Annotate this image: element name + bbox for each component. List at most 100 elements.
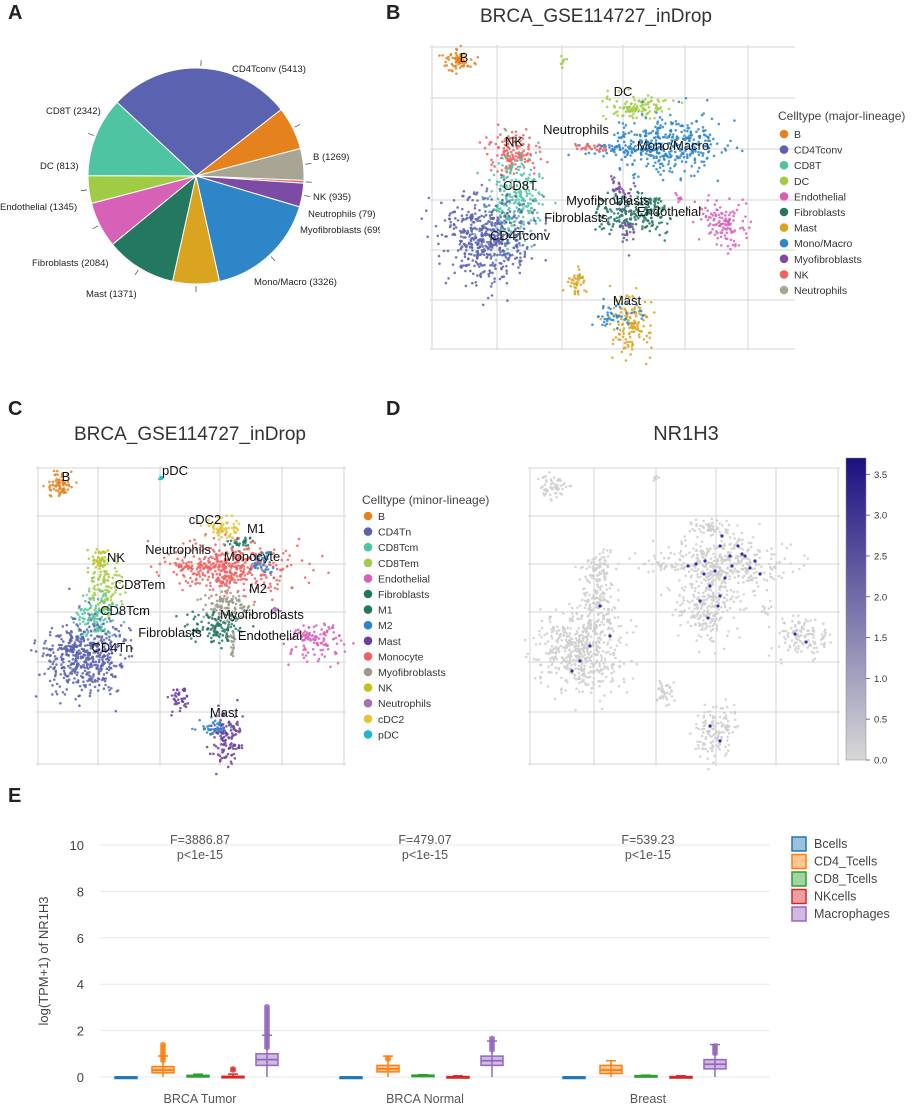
panel-letter-a: A xyxy=(8,2,23,24)
cluster-label: Mast xyxy=(210,705,239,720)
legend-label: CD4Tn xyxy=(378,527,411,539)
cluster-label: Myofibroblasts xyxy=(220,607,304,622)
x-tick-label: BRCA Tumor xyxy=(164,1092,237,1106)
legend-marker xyxy=(363,698,373,708)
box-bcells-0 xyxy=(114,1076,138,1080)
colorbar-tick: 0.0 xyxy=(874,756,887,767)
panel-letter-d: D xyxy=(386,398,401,420)
legend-marker xyxy=(779,238,789,248)
legend-marker xyxy=(779,129,789,139)
stat-f-label: F=539.23 xyxy=(621,833,674,847)
cluster-label: CD8Tcm xyxy=(100,603,150,618)
legend-marker xyxy=(779,207,789,217)
legend-b-title: Celltype (major-lineage) xyxy=(778,109,905,123)
pie-leader-line xyxy=(87,132,94,136)
legend-swatch xyxy=(791,888,807,905)
legend-marker xyxy=(363,511,373,521)
legend-label: Macrophages xyxy=(814,907,890,921)
umap-minor-lineage: BRCA_GSE114727_inDrop Celltype (minor-li… xyxy=(29,424,489,776)
legend-b: B CD4Tconv CD8T DC Endothelial Fibroblasts Mas… xyxy=(779,129,862,297)
umap-c-points xyxy=(29,469,355,776)
colorbar-tick: 1.0 xyxy=(874,674,887,685)
box-macrophages-2 xyxy=(703,1043,727,1077)
cluster-label: CD4Tconv xyxy=(490,228,550,243)
legend-label: M1 xyxy=(378,605,393,617)
box-macrophages-1 xyxy=(480,1035,504,1077)
pie-leader-line xyxy=(92,225,99,230)
y-tick-label: 10 xyxy=(70,838,84,853)
cluster-label: Neutrophils xyxy=(543,122,609,137)
cluster-label: pDC xyxy=(162,463,188,478)
legend-label: CD8_Tcells xyxy=(814,872,877,886)
box-bcells-1 xyxy=(339,1076,363,1080)
stat-p-label: p<1e-15 xyxy=(177,848,223,862)
box-nkcells-0 xyxy=(221,1066,245,1079)
legend-label: CD4_Tcells xyxy=(814,855,877,869)
umap-d-grid xyxy=(528,467,840,766)
legend-marker xyxy=(363,652,373,661)
legend-label: B xyxy=(378,511,385,523)
legend-marker xyxy=(363,542,373,552)
cluster-label: Monocyte xyxy=(224,549,280,564)
colorbar-tick: 1.5 xyxy=(874,633,887,644)
cluster-label: Mast xyxy=(613,293,642,308)
legend-label: NK xyxy=(794,269,809,281)
legend-label: CD8T xyxy=(794,160,822,172)
stat-p-label: p<1e-15 xyxy=(625,848,671,862)
legend-marker xyxy=(363,636,373,646)
cluster-label: Myofibroblasts xyxy=(566,193,650,208)
legend-label: CD8Tcm xyxy=(378,542,419,554)
x-tick-label: BRCA Normal xyxy=(386,1092,464,1106)
legend-label: Bcells xyxy=(814,837,847,851)
legend-label: Fibroblasts xyxy=(378,589,429,601)
legend-label: cDC2 xyxy=(378,714,404,726)
legend-swatch xyxy=(791,853,807,870)
y-tick-label: 6 xyxy=(77,931,84,946)
legend-swatch xyxy=(791,906,807,922)
legend-label: CD4Tconv xyxy=(794,145,843,157)
legend-label: Fibroblasts xyxy=(794,207,845,219)
legend-label: DC xyxy=(794,176,810,188)
legend-marker xyxy=(363,714,373,724)
pie-label: CD4Tconv (5413) xyxy=(232,64,306,75)
y-tick-label: 0 xyxy=(77,1070,84,1085)
cluster-label: Endothelial xyxy=(637,204,701,219)
cluster-label: CD8T xyxy=(503,178,537,193)
legend-marker xyxy=(779,192,789,201)
legend-label: M2 xyxy=(378,620,393,632)
cluster-label: M1 xyxy=(247,521,265,536)
legend-marker xyxy=(779,270,789,279)
pie-label: NK (935) xyxy=(313,192,351,203)
legend-label: Neutrophils xyxy=(378,698,431,710)
cluster-label: Mono/Macro xyxy=(637,138,709,153)
legend-label: Mast xyxy=(794,223,817,235)
pie-leader-line xyxy=(270,256,276,262)
umap-nr1h3-expression: NR1H3 0.0 0.5 1.0 1.5 2.0 2.5 3.0 3.5 xyxy=(523,423,887,771)
pie-leader-line xyxy=(304,195,311,197)
cluster-label: Fibroblasts xyxy=(544,210,608,225)
legend-marker xyxy=(779,160,789,170)
legend-marker xyxy=(363,620,373,630)
legend-label: Neutrophils xyxy=(794,285,847,297)
pie-leader-line xyxy=(305,163,312,165)
box-cd8_tcells-1 xyxy=(411,1073,435,1078)
pie-leader-line xyxy=(134,269,139,275)
pie-leader-line xyxy=(294,124,301,128)
cluster-label: B xyxy=(460,50,469,65)
box-cd4_tcells-2 xyxy=(599,1060,623,1077)
stat-f-label: F=3886.87 xyxy=(170,833,230,847)
x-tick-label: Breast xyxy=(630,1092,667,1106)
box-cd8_tcells-2 xyxy=(634,1074,658,1078)
legend-label: Mast xyxy=(378,636,401,648)
cluster-label: M2 xyxy=(249,581,267,596)
pie-label: Mast (1371) xyxy=(86,289,137,300)
legend-label: Mono/Macro xyxy=(794,238,853,250)
legend-marker xyxy=(363,527,373,536)
umap-b-points xyxy=(420,44,753,366)
cluster-label: CD4Tn xyxy=(91,640,132,655)
cluster-label: NK xyxy=(107,550,125,565)
legend-label: Endothelial xyxy=(794,191,846,203)
y-tick-label: 4 xyxy=(77,977,84,992)
legend-marker xyxy=(363,574,373,583)
legend-marker xyxy=(779,176,789,186)
